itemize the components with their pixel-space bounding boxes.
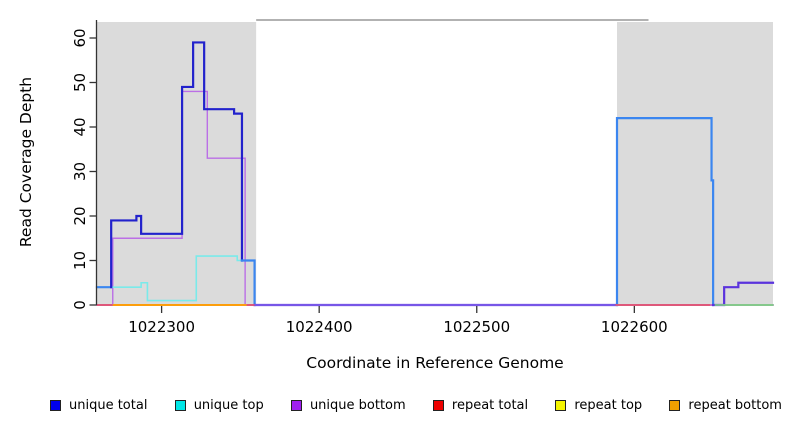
legend-item-repeat-total: repeat total bbox=[432, 398, 529, 413]
legend-swatch-icon bbox=[50, 400, 61, 411]
series-unique-total-line bbox=[110, 41, 244, 289]
legend: unique total unique top unique bottom repea… bbox=[50, 398, 782, 413]
axes bbox=[89, 20, 635, 313]
legend-item-unique-bottom: unique bottom bbox=[290, 398, 406, 413]
y-tick-label: 10 bbox=[71, 251, 89, 270]
legend-item-label: repeat top bbox=[574, 398, 643, 413]
y-tick-label: 40 bbox=[71, 117, 89, 136]
legend-swatch-icon bbox=[174, 400, 186, 411]
legend-swatch-icon bbox=[669, 400, 681, 411]
legend-item-label: unique bottom bbox=[309, 398, 406, 413]
y-tick-label: 0 bbox=[71, 300, 89, 310]
legend-swatch-icon bbox=[555, 400, 567, 411]
series-unique-total-line bbox=[615, 117, 715, 307]
legend-item-label: unique total bbox=[69, 398, 148, 413]
shaded-region bbox=[97, 22, 257, 305]
shaded-region bbox=[617, 22, 773, 305]
y-tick-label: 20 bbox=[71, 206, 89, 225]
y-axis-title: Read Coverage Depth bbox=[17, 76, 35, 248]
x-tick-label: 1022400 bbox=[286, 318, 353, 336]
x-tick-label: 1022500 bbox=[443, 318, 510, 336]
legend-item-unique-total: unique total bbox=[50, 398, 147, 413]
y-tick-label: 60 bbox=[71, 28, 89, 47]
legend-item-label: repeat bottom bbox=[688, 398, 782, 413]
x-tick-label: 1022300 bbox=[128, 318, 195, 336]
x-tick-label: 1022600 bbox=[601, 318, 668, 336]
legend-swatch-icon bbox=[290, 400, 302, 411]
legend-item-repeat-top: repeat top bbox=[555, 398, 642, 413]
series-unique-total-line bbox=[240, 259, 256, 307]
x-axis-title: Coordinate in Reference Genome bbox=[306, 354, 564, 372]
y-tick-label: 50 bbox=[71, 73, 89, 92]
y-tick-label: 30 bbox=[71, 162, 89, 181]
legend-swatch-icon bbox=[432, 400, 444, 411]
legend-item-label: unique top bbox=[193, 398, 264, 413]
legend-item-label: repeat total bbox=[451, 398, 529, 413]
legend-item-repeat-bottom: repeat bottom bbox=[669, 398, 782, 413]
legend-item-unique-top: unique top bbox=[174, 398, 264, 413]
